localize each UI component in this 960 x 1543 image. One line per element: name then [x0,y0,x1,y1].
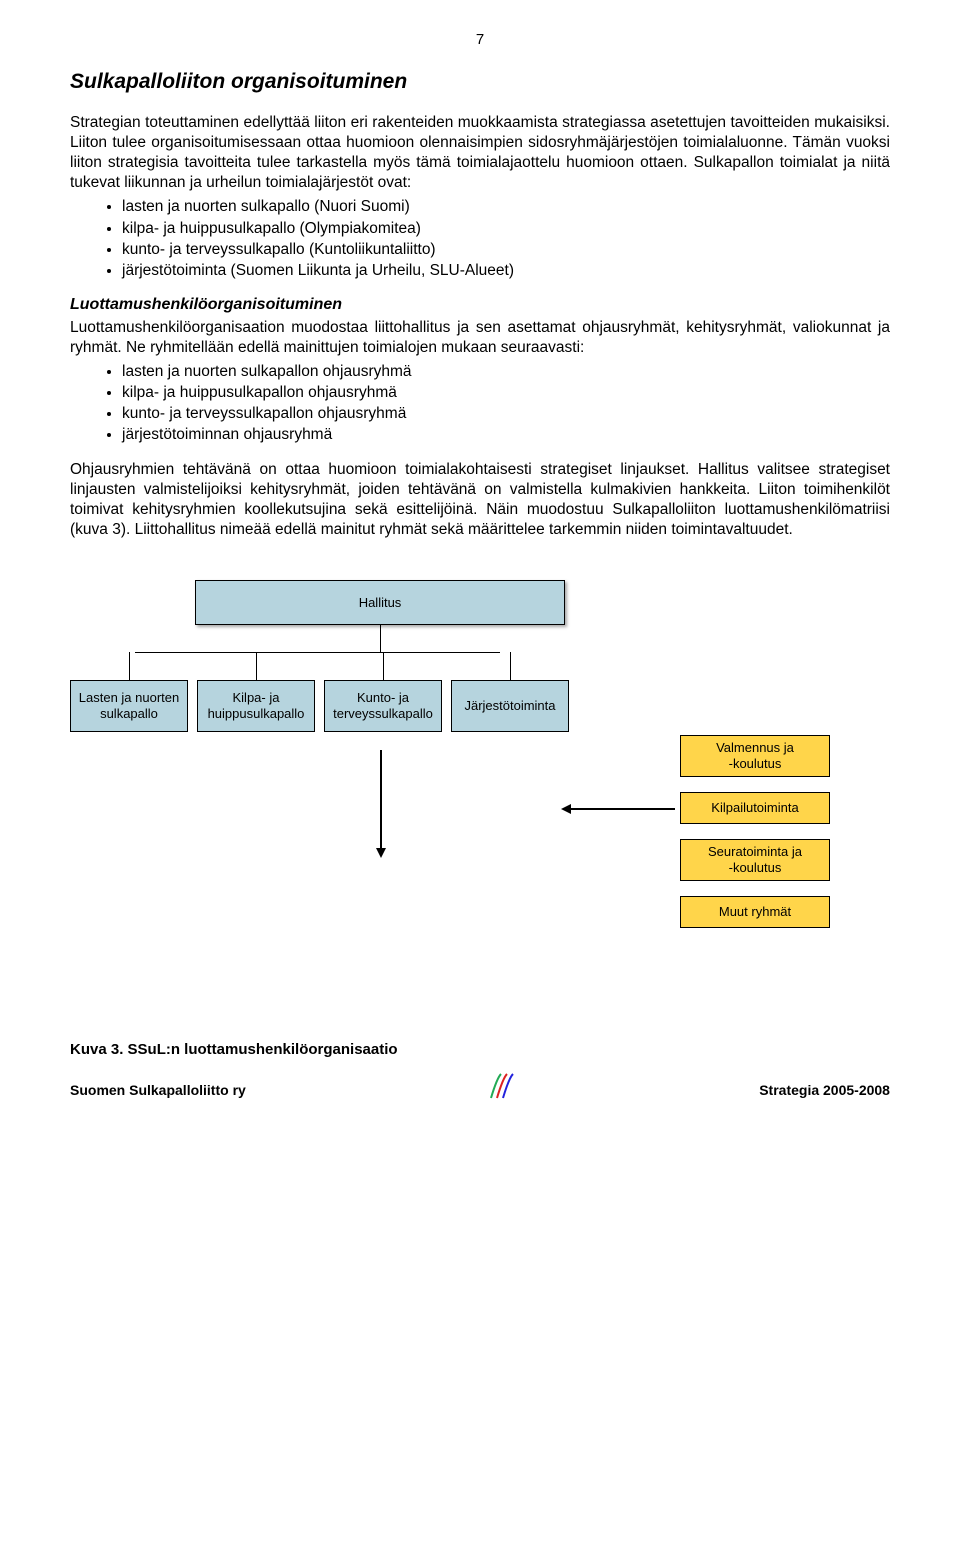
body-paragraph-2: Ohjausryhmien tehtävänä on ottaa huomioo… [70,460,890,541]
blue-box-0: Lasten ja nuorten sulkapallo [70,680,188,732]
blue-box-2: Kunto- ja terveyssulkapallo [324,680,442,732]
blue-box-1: Kilpa- ja huippusulkapallo [197,680,315,732]
left-arrow-head [561,804,571,814]
list-item: kilpa- ja huippusulkapallon ohjausryhmä [122,383,890,403]
org-diagram: HallitusLasten ja nuorten sulkapalloKilp… [70,580,890,960]
page-number: 7 [70,30,890,50]
list-item: järjestötoiminta (Suomen Liikunta ja Urh… [122,261,890,281]
figure-caption: Kuva 3. SSuL:n luottamushenkilöorganisaa… [70,1040,890,1060]
toimialat-list: lasten ja nuorten sulkapallo (Nuori Suom… [70,197,890,281]
footer-right: Strategia 2005-2008 [759,1081,890,1099]
down-arrow-line [380,750,382,848]
page-title: Sulkapalloliiton organisoituminen [70,68,890,95]
blue-box-3: Järjestötoiminta [451,680,569,732]
footer-logo-icon [483,1070,523,1100]
left-arrow-line [570,808,675,810]
intro-paragraph: Strategian toteuttaminen edellyttää liit… [70,113,890,194]
down-arrow-head [376,848,386,858]
hallitus-box: Hallitus [195,580,565,625]
ohjausryhmat-list: lasten ja nuorten sulkapallon ohjausryhm… [70,362,890,446]
yellow-box-1: Kilpailutoiminta [680,792,830,824]
luottamus-heading: Luottamushenkilöorganisoituminen [70,295,890,316]
list-item: kunto- ja terveyssulkapallo (Kuntoliikun… [122,240,890,260]
list-item: kilpa- ja huippusulkapallo (Olympiakomit… [122,219,890,239]
page-footer: Suomen Sulkapalloliitto ry Strategia 200… [70,1070,890,1100]
yellow-box-3: Muut ryhmät [680,896,830,928]
footer-left: Suomen Sulkapalloliitto ry [70,1081,246,1099]
list-item: järjestötoiminnan ohjausryhmä [122,425,890,445]
list-item: lasten ja nuorten sulkapallon ohjausryhm… [122,362,890,382]
list-item: lasten ja nuorten sulkapallo (Nuori Suom… [122,197,890,217]
luottamus-intro: Luottamushenkilöorganisaation muodostaa … [70,318,890,358]
yellow-box-0: Valmennus ja -koulutus [680,735,830,777]
yellow-box-2: Seuratoiminta ja -koulutus [680,839,830,881]
list-item: kunto- ja terveyssulkapallon ohjausryhmä [122,404,890,424]
